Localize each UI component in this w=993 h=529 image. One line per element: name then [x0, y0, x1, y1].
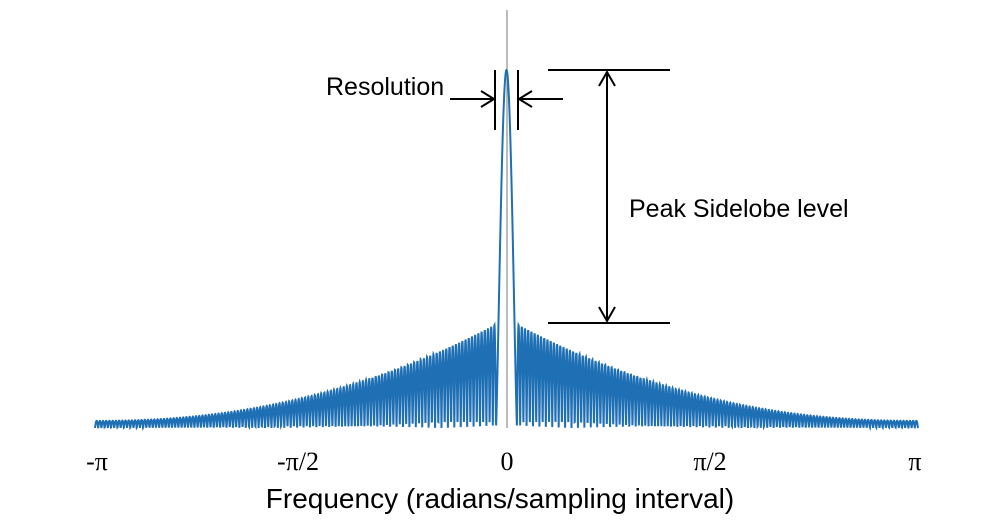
x-tick-label-zero: 0: [501, 447, 514, 476]
x-tick-label-pi: π: [908, 447, 921, 476]
peak-sidelobe-label: Peak Sidelobe level: [629, 195, 849, 223]
peak-sidelobe-arrowhead-top: [598, 69, 616, 87]
x-axis-title: Frequency (radians/sampling interval): [266, 483, 734, 514]
x-tick-labels: -π -π/2 0 π/2 π: [86, 447, 921, 476]
resolution-annotation: Resolution: [326, 70, 563, 130]
spectrum-series-line: [94, 68, 919, 432]
resolution-label: Resolution: [326, 73, 444, 101]
peak-sidelobe-arrowhead-bottom: [598, 306, 616, 324]
peak-sidelobe-annotation: Peak Sidelobe level: [548, 69, 849, 324]
x-tick-label-neg-half-pi: -π/2: [277, 447, 319, 476]
x-tick-label-neg-pi: -π: [86, 447, 108, 476]
resolution-left-arrowhead: [480, 90, 496, 108]
x-tick-label-half-pi: π/2: [693, 447, 726, 476]
resolution-right-arrowhead: [517, 90, 533, 108]
